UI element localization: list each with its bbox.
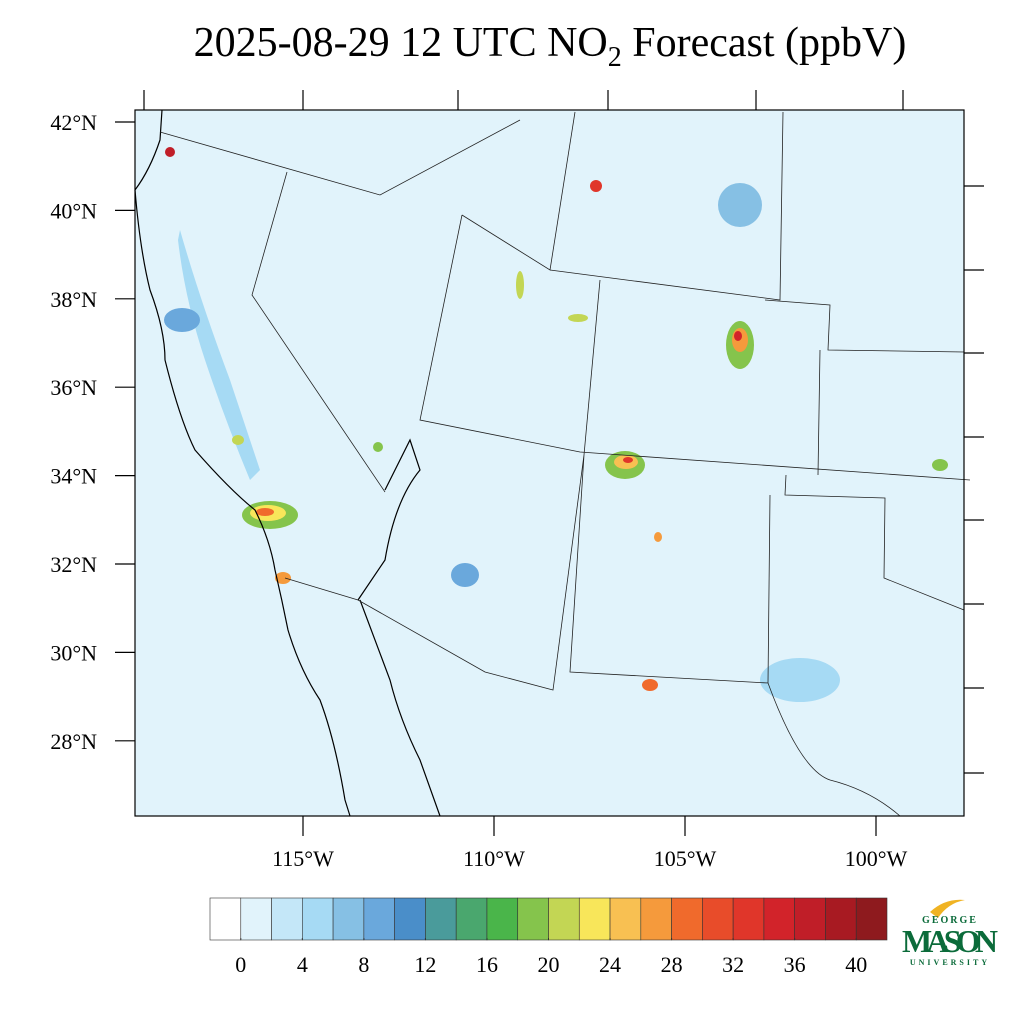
plumes xyxy=(164,147,948,702)
colorbar-box xyxy=(763,897,795,941)
title-subscript: 2 xyxy=(608,42,622,73)
title-rest: Forecast (ppbV) xyxy=(622,20,907,66)
colorbar-box xyxy=(548,897,580,941)
colorbar-box xyxy=(825,897,857,941)
colorbar-box xyxy=(455,897,488,941)
colorbar-box xyxy=(609,897,642,941)
logo: GEORGE MASON UNIVERSITY xyxy=(902,899,998,967)
colorbar-label: 0 xyxy=(235,952,246,977)
axes: 42°N 40°N 38°N 36°N 34°N 32°N 30°N 28°N 115°W 110… xyxy=(50,110,907,871)
colorbar-box xyxy=(240,897,272,941)
colorbar-box xyxy=(425,897,457,941)
colorbar-box xyxy=(794,897,826,941)
lon-label: 115°W xyxy=(272,846,334,871)
colorbar-box xyxy=(671,897,703,941)
colorbar-label: 4 xyxy=(297,952,308,977)
colorbar: 0 4 8 12 16 20 24 28 32 36 40 xyxy=(209,897,888,977)
colorbar-label: 40 xyxy=(845,952,867,977)
lat-label: 42°N xyxy=(50,110,97,135)
colorbar-box xyxy=(394,897,426,941)
logo-top: GEORGE xyxy=(922,915,978,926)
colorbar-box xyxy=(578,897,611,941)
colorbar-box xyxy=(702,897,734,941)
logo-main: MASON xyxy=(902,923,998,959)
colorbar-box xyxy=(209,897,242,941)
colorbar-label: 28 xyxy=(661,952,683,977)
lat-label: 40°N xyxy=(50,198,97,223)
map-frame xyxy=(134,109,965,817)
colorbar-box xyxy=(363,897,395,941)
colorbar-box xyxy=(486,897,519,941)
colorbar-label: 20 xyxy=(538,952,560,977)
colorbar-box xyxy=(855,897,888,941)
right-ticks xyxy=(143,90,984,774)
colorbar-label: 36 xyxy=(784,952,806,977)
colorbar-box xyxy=(732,897,765,941)
colorbar-box xyxy=(517,897,549,941)
title-main: 2025-08-29 12 UTC NO xyxy=(194,20,608,66)
lon-label: 105°W xyxy=(654,846,717,871)
lon-label: 110°W xyxy=(463,846,525,871)
colorbar-label: 8 xyxy=(358,952,369,977)
lat-label: 28°N xyxy=(50,729,97,754)
map xyxy=(134,90,984,817)
lat-label: 38°N xyxy=(50,287,97,312)
colorbar-label: 32 xyxy=(722,952,744,977)
title: 2025-08-29 12 UTC NO2 Forecast (ppbV) xyxy=(194,20,907,73)
lat-label: 32°N xyxy=(50,552,97,577)
lat-label: 36°N xyxy=(50,375,97,400)
colorbar-box xyxy=(302,897,334,941)
logo-bottom: UNIVERSITY xyxy=(910,958,990,967)
map-background xyxy=(135,110,964,816)
colorbar-label: 24 xyxy=(599,952,621,977)
lat-label: 30°N xyxy=(50,640,97,665)
colorbar-box xyxy=(640,897,672,941)
lat-label: 34°N xyxy=(50,464,97,489)
colorbar-label: 12 xyxy=(414,952,436,977)
colorbar-label: 16 xyxy=(476,952,498,977)
colorbar-box xyxy=(332,897,365,941)
lon-label: 100°W xyxy=(845,846,908,871)
colorbar-box xyxy=(271,897,303,941)
